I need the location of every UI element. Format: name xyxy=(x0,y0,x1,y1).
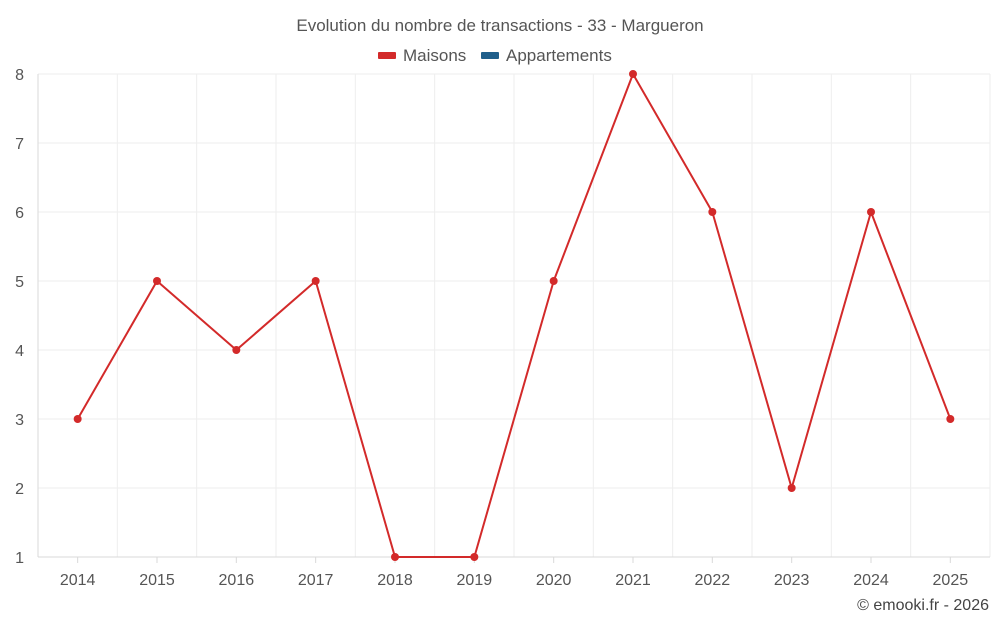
y-tick-label: 8 xyxy=(15,67,24,84)
legend-swatch-maisons xyxy=(378,52,396,59)
x-tick-label: 2024 xyxy=(853,572,889,589)
x-tick-label: 2016 xyxy=(219,572,255,589)
data-point-2016[interactable] xyxy=(232,346,241,354)
data-point-2015[interactable] xyxy=(153,277,161,285)
x-tick-label: 2014 xyxy=(60,572,96,589)
series-line-maisons xyxy=(76,73,952,558)
y-tick-label: 4 xyxy=(15,343,24,360)
legend-item-appartements[interactable]: Appartements xyxy=(481,46,612,65)
x-tick-label: 2022 xyxy=(695,572,731,589)
data-point-2017[interactable] xyxy=(311,277,320,285)
data-point-2020[interactable] xyxy=(549,277,558,285)
data-point-2024[interactable] xyxy=(867,208,875,216)
data-point-2025[interactable] xyxy=(946,415,955,423)
x-tick-label: 2015 xyxy=(139,572,175,589)
axes: 1 2 3 4 5 6 7 8 2014 2015 2016 2017 2018 2019 2020 2021… xyxy=(15,67,990,589)
y-tick-label: 7 xyxy=(15,136,24,153)
x-tick-label: 2017 xyxy=(298,572,334,589)
legend: Maisons Appartements xyxy=(378,46,612,65)
y-tick-label: 1 xyxy=(15,550,24,567)
data-point-2018[interactable] xyxy=(391,553,399,561)
x-tick-label: 2019 xyxy=(457,572,493,589)
series-maisons xyxy=(73,70,955,561)
gridlines xyxy=(37,73,991,557)
x-tick-label: 2020 xyxy=(536,572,572,589)
data-point-2014[interactable] xyxy=(73,415,82,423)
data-point-2022[interactable] xyxy=(708,208,717,216)
legend-item-maisons[interactable]: Maisons xyxy=(378,46,466,65)
credit-text: © emooki.fr - 2026 xyxy=(857,597,989,614)
x-tick-label: 2025 xyxy=(933,572,969,589)
data-point-2021[interactable] xyxy=(629,70,637,78)
legend-label-appartements: Appartements xyxy=(506,46,612,65)
legend-swatch-appartements xyxy=(481,52,499,59)
chart-title: Evolution du nombre de transactions - 33… xyxy=(296,16,703,35)
x-tick-label: 2018 xyxy=(377,572,413,589)
data-point-2023[interactable] xyxy=(787,484,796,492)
y-tick-label: 5 xyxy=(15,274,24,291)
y-tick-label: 6 xyxy=(15,205,24,222)
data-point-2019[interactable] xyxy=(470,553,479,561)
legend-label-maisons: Maisons xyxy=(403,46,466,65)
y-tick-label: 2 xyxy=(15,481,24,498)
x-tick-label: 2023 xyxy=(774,572,810,589)
x-tick-label: 2021 xyxy=(615,572,651,589)
y-tick-label: 3 xyxy=(15,412,24,429)
